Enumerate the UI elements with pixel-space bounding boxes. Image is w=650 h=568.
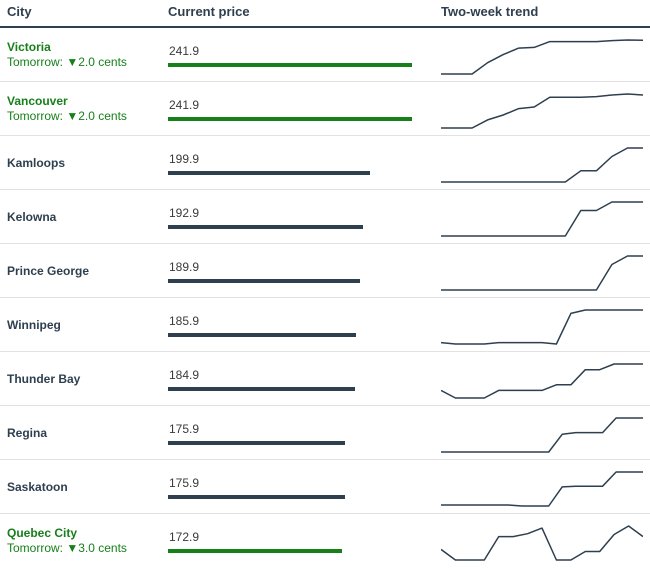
- price-bar: [168, 387, 355, 391]
- trend-sparkline: [441, 471, 643, 507]
- table-row: Kamloops 199.9: [0, 136, 650, 190]
- price-value: 241.9: [169, 44, 200, 58]
- table-row: Victoria Tomorrow: ▼2.0 cents 241.9: [0, 28, 650, 82]
- tomorrow-forecast: Tomorrow: ▼2.0 cents: [7, 55, 127, 69]
- trend-line: [441, 417, 643, 453]
- price-value: 199.9: [169, 152, 200, 166]
- tomorrow-forecast: Tomorrow: ▼2.0 cents: [7, 109, 127, 123]
- city-name: Vancouver: [7, 94, 68, 108]
- price-bar: [168, 63, 412, 67]
- tomorrow-forecast: Tomorrow: ▼3.0 cents: [7, 541, 127, 555]
- trend-line: [441, 309, 643, 345]
- trend-sparkline: [441, 363, 643, 399]
- trend-sparkline: [441, 147, 643, 183]
- trend-line: [441, 471, 643, 507]
- city-name: Thunder Bay: [7, 372, 81, 386]
- price-value: 172.9: [169, 530, 200, 544]
- trend-sparkline: [441, 255, 643, 291]
- trend-line: [441, 525, 643, 561]
- price-value: 189.9: [169, 260, 200, 274]
- city-name: Quebec City: [7, 526, 78, 540]
- city-name: Victoria: [7, 40, 51, 54]
- price-bar: [168, 549, 342, 553]
- trend-sparkline: [441, 417, 643, 453]
- table-row: Quebec City Tomorrow: ▼3.0 cents 172.9: [0, 514, 650, 568]
- trend-sparkline: [441, 39, 643, 75]
- price-value: 192.9: [169, 206, 200, 220]
- table-header: City Current price Two-week trend: [0, 0, 650, 28]
- table-row: Kelowna 192.9: [0, 190, 650, 244]
- header-current-price: Current price: [168, 4, 250, 19]
- price-bar: [168, 117, 412, 121]
- price-bar: [168, 333, 356, 337]
- trend-sparkline: [441, 93, 643, 129]
- price-value: 175.9: [169, 476, 200, 490]
- table-row: Winnipeg 185.9: [0, 298, 650, 352]
- price-bar: [168, 279, 360, 283]
- city-name: Saskatoon: [7, 480, 68, 494]
- city-name: Prince George: [7, 264, 90, 278]
- price-bar: [168, 441, 345, 445]
- price-value: 184.9: [169, 368, 200, 382]
- table-row: Regina 175.9: [0, 406, 650, 460]
- trend-line: [441, 363, 643, 399]
- table-row: Saskatoon 175.9: [0, 460, 650, 514]
- trend-line: [441, 255, 643, 291]
- city-name: Kelowna: [7, 210, 57, 224]
- header-two-week-trend: Two-week trend: [441, 4, 539, 19]
- price-bar: [168, 171, 370, 175]
- trend-line: [441, 39, 643, 75]
- price-value: 175.9: [169, 422, 200, 436]
- trend-sparkline: [441, 309, 643, 345]
- trend-line: [441, 93, 643, 129]
- trend-line: [441, 201, 643, 237]
- trend-sparkline: [441, 201, 643, 237]
- city-name: Winnipeg: [7, 318, 61, 332]
- city-name: Kamloops: [7, 156, 66, 170]
- city-name: Regina: [7, 426, 48, 440]
- trend-line: [441, 147, 643, 183]
- price-value: 241.9: [169, 98, 200, 112]
- table-row: Prince George 189.9: [0, 244, 650, 298]
- table-row: Thunder Bay 184.9: [0, 352, 650, 406]
- header-city: City: [7, 4, 32, 19]
- table-body: Victoria Tomorrow: ▼2.0 cents 241.9 Vancouv…: [0, 28, 650, 568]
- trend-sparkline: [441, 525, 643, 561]
- price-value: 185.9: [169, 314, 200, 328]
- price-bar: [168, 495, 345, 499]
- table-row: Vancouver Tomorrow: ▼2.0 cents 241.9: [0, 82, 650, 136]
- price-bar: [168, 225, 363, 229]
